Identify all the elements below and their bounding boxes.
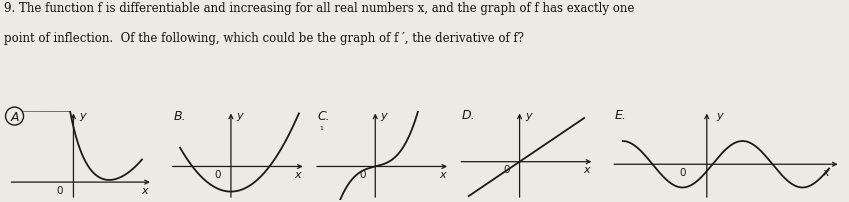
Text: y: y (79, 110, 86, 120)
Text: x: x (583, 165, 590, 175)
Text: y: y (525, 110, 531, 120)
Text: y: y (716, 110, 722, 120)
Text: C.: C. (318, 109, 330, 122)
Text: 0: 0 (359, 169, 365, 179)
Text: 0: 0 (503, 165, 509, 175)
Text: x: x (439, 169, 446, 179)
Text: B.: B. (173, 109, 186, 122)
Text: x: x (141, 185, 148, 195)
Text: ₁: ₁ (319, 121, 323, 131)
Text: 0: 0 (215, 169, 221, 179)
Text: D.: D. (462, 109, 475, 122)
Text: point of inflection.  Of the following, which could be the graph of f ′, the der: point of inflection. Of the following, w… (4, 32, 524, 45)
Text: E.: E. (615, 108, 627, 121)
Text: A: A (10, 110, 19, 123)
Text: 0: 0 (56, 185, 63, 195)
Text: 0: 0 (679, 167, 686, 177)
Text: x: x (295, 169, 301, 179)
Text: y: y (380, 110, 387, 120)
Text: y: y (236, 110, 243, 120)
Text: x: x (822, 167, 829, 177)
Text: 9. The function f is differentiable and increasing for all real numbers x, and t: 9. The function f is differentiable and … (4, 2, 634, 15)
